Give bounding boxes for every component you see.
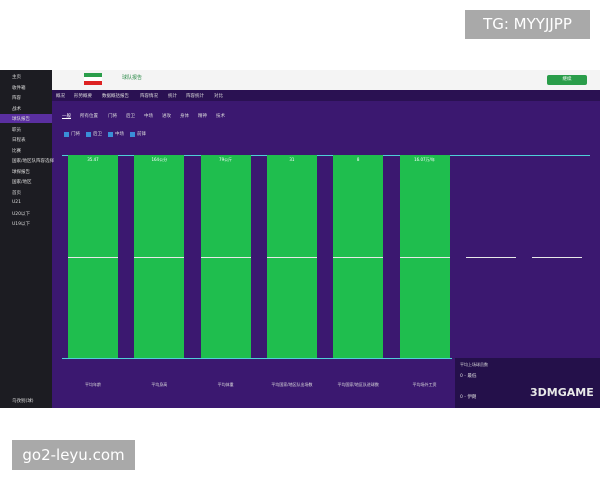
header-title: 球队报告 <box>122 75 143 81</box>
sidebar-item[interactable]: 首页 <box>12 190 21 196</box>
manager-name: 乌孜别(球) <box>12 399 34 404</box>
subtab[interactable]: 进攻 <box>162 114 171 119</box>
filter-label[interactable]: 中场 <box>115 132 124 137</box>
filter-label[interactable]: 后卫 <box>93 132 102 137</box>
subtab[interactable]: 后卫 <box>126 114 135 119</box>
value-label: 16.07万/年 <box>414 157 435 162</box>
tab[interactable]: 概况 <box>56 94 65 99</box>
watermark: TG: MYYJJPP <box>465 10 590 39</box>
column-label: 平均国家/地区队出场数 <box>271 382 313 387</box>
tab[interactable]: 对比 <box>214 94 223 99</box>
subtab[interactable]: 一般 <box>62 114 71 119</box>
sidebar-item[interactable]: 比赛 <box>12 148 21 154</box>
panel-rank: 0 - 最低 <box>460 374 477 379</box>
column-label: 平均场外工资 <box>412 382 437 387</box>
subtab[interactable]: 身体 <box>180 114 189 119</box>
bar <box>399 155 450 358</box>
sidebar-item[interactable]: 战术 <box>12 106 21 112</box>
average-line <box>134 257 185 258</box>
bottom-line <box>62 358 452 359</box>
column-label: 平均体重 <box>217 382 234 387</box>
value-label: 79公斤 <box>219 157 233 162</box>
average-line <box>68 257 118 258</box>
value-label: 8 <box>356 157 360 162</box>
filter-label[interactable]: 门将 <box>71 132 80 137</box>
column-label: 平均年龄 <box>85 382 101 387</box>
average-line <box>333 257 384 258</box>
sidebar-item[interactable]: 职员 <box>12 127 21 133</box>
screenshot: 主页 收件箱 阵容 战术 球队报告 职员 日程表 比赛 国家/地区队阵容选择 球探报告 国家/地区首… <box>0 70 600 408</box>
tab[interactable]: 统计 <box>168 94 177 99</box>
average-line <box>200 257 251 258</box>
bar <box>266 155 317 358</box>
sidebar-item[interactable]: 国家/地区队阵容选择 <box>12 159 55 164</box>
tab[interactable]: 阵容统计 <box>186 94 204 99</box>
bar <box>68 155 118 358</box>
value-label: 35.47 <box>87 157 99 162</box>
checkbox[interactable] <box>108 132 113 137</box>
sidebar-item[interactable]: U20以下 <box>12 211 31 217</box>
subtab[interactable]: 门将 <box>108 114 117 119</box>
value-label: 31 <box>289 157 295 162</box>
subtab[interactable]: 中场 <box>144 114 153 119</box>
sidebar: 主页收件箱阵容战术球队报告职员日程表比赛国家/地区队阵容选择 球探报告国家/地区首… <box>0 70 55 408</box>
panel-title: 平均上场球员数 <box>460 362 488 367</box>
bar <box>134 155 185 358</box>
checkbox[interactable] <box>64 132 69 137</box>
average-line <box>399 257 450 258</box>
column-label: 平均身高 <box>151 382 168 387</box>
average-line <box>266 257 317 258</box>
sidebar-item[interactable]: 日程表 <box>12 138 26 143</box>
tab-bar: 概况 形势概要 数据概括报告 阵容情况 统计 阵容统计 对比 <box>52 90 600 101</box>
checkbox[interactable] <box>86 132 91 137</box>
average-line <box>532 257 583 258</box>
column-label: 平均国家/地区队进球数 <box>337 382 379 387</box>
info-panel: 平均上场球员数 0 - 最低 0 - 伊朗 3DMGAME <box>455 358 600 408</box>
tab[interactable]: 形势概要 <box>74 94 92 99</box>
logo: 3DMGAME <box>530 386 594 399</box>
filter-label[interactable]: 前锋 <box>137 132 146 137</box>
subtab[interactable]: 所有位置 <box>80 114 98 119</box>
subtab[interactable]: 技术 <box>216 114 225 119</box>
average-line <box>465 257 516 258</box>
panel-bottom: 0 - 伊朗 <box>460 395 477 400</box>
sidebar-highlight <box>0 114 52 123</box>
site-label: go2-leyu.com <box>12 440 135 470</box>
sidebar-item[interactable]: 阵容 <box>12 96 21 101</box>
header: 球队报告 继续 <box>52 70 600 90</box>
sidebar-item[interactable]: U19以下 <box>12 222 31 227</box>
sidebar-item[interactable]: U21 <box>12 200 22 205</box>
flag <box>84 73 102 85</box>
tab[interactable]: 数据概括报告 <box>102 94 129 99</box>
top-line <box>62 155 590 156</box>
sidebar-item[interactable]: 收件箱 <box>12 85 26 91</box>
tab[interactable]: 阵容情况 <box>140 94 158 99</box>
sidebar-item[interactable]: 主页 <box>12 75 21 80</box>
sidebar-item[interactable]: 球探报告 <box>12 169 30 175</box>
value-label: 164公分 <box>151 157 168 162</box>
bar <box>333 155 384 358</box>
checkbox[interactable] <box>130 132 135 137</box>
sidebar-item[interactable]: 球队报告 <box>12 117 30 122</box>
bar <box>200 155 251 358</box>
sidebar-item[interactable]: 国家/地区 <box>12 180 32 185</box>
continue-button[interactable]: 继续 <box>547 75 587 85</box>
subtab[interactable]: 精神 <box>198 114 207 119</box>
